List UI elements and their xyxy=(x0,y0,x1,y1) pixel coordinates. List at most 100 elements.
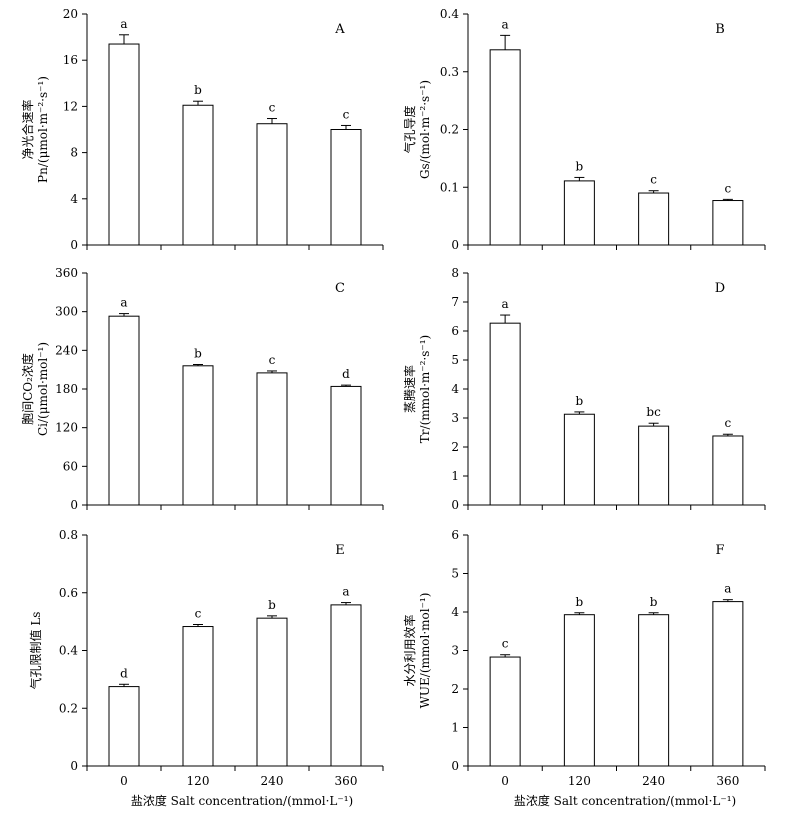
significance-letter: c xyxy=(269,101,276,115)
bar xyxy=(108,43,140,246)
significance-letter: a xyxy=(502,297,509,311)
x-axis-caption-left: 盐浓度 Salt concentration/(mmol·L⁻¹) xyxy=(131,793,353,808)
bar xyxy=(256,617,288,767)
significance-letter: a xyxy=(120,17,127,31)
significance-letter: b xyxy=(194,83,202,97)
x-tick-label: 120 xyxy=(187,774,210,788)
y-tick-label: 20 xyxy=(63,7,78,21)
significance-letter: a xyxy=(724,582,731,596)
x-axis-caption-right: 盐浓度 Salt concentration/(mmol·L⁻¹) xyxy=(514,793,736,808)
y-tick-label: 0 xyxy=(70,238,78,252)
x-tick-label: 0 xyxy=(120,774,128,788)
bar xyxy=(638,192,670,246)
significance-letter: c xyxy=(269,353,276,367)
significance-letter: b xyxy=(650,595,658,609)
y-tick-label: 6 xyxy=(451,528,459,542)
y-tick-label: 1 xyxy=(451,721,459,735)
y-tick-label: 4 xyxy=(70,192,78,206)
y-axis-label: Gs/(mol·m⁻²·s⁻¹) xyxy=(418,80,432,179)
bar xyxy=(108,686,140,767)
bar xyxy=(330,129,362,246)
y-tick-label: 240 xyxy=(55,343,78,357)
y-axis-label: Tr/(mmol·m⁻²·s⁻¹) xyxy=(418,335,432,443)
bar xyxy=(256,372,288,506)
panel-label: E xyxy=(335,543,345,558)
panel-a: 0 4 8 12 16 20 a b c c A 净光合速率 Pn/(μmol·m⁻²·s⁻¹) xyxy=(20,7,384,252)
y-tick-label: 0.4 xyxy=(440,7,459,21)
significance-letter: b xyxy=(576,394,584,408)
bar xyxy=(489,49,521,246)
bar xyxy=(182,365,214,506)
y-tick-label: 120 xyxy=(55,421,78,435)
panel-label: B xyxy=(715,22,725,37)
panel-label: C xyxy=(335,281,345,296)
y-tick-label: 12 xyxy=(63,99,78,113)
significance-letter: b xyxy=(194,347,202,361)
significance-letter: c xyxy=(725,181,732,195)
y-tick-label: 0 xyxy=(451,759,459,773)
bar xyxy=(182,104,214,246)
panel-e: 0 0.2 0.4 0.6 0.8 d 0 c 120 b 240 a 360 E 气孔限制值 Ls xyxy=(28,528,384,788)
y-tick-label: 0 xyxy=(70,498,78,512)
panel-b: 0 0.1 0.2 0.3 0.4 a b c c B 气孔导度 Gs/(mol·m⁻²·s⁻¹) xyxy=(402,7,766,252)
y-tick-label: 6 xyxy=(451,324,459,338)
bar xyxy=(256,123,288,246)
y-tick-label: 0 xyxy=(451,498,459,512)
significance-letter: bc xyxy=(646,405,661,419)
significance-letter: c xyxy=(502,637,509,651)
y-tick-label: 0.3 xyxy=(440,65,459,79)
y-tick-label: 0.2 xyxy=(59,701,78,715)
y-tick-label: 0.2 xyxy=(440,123,459,137)
significance-letter: c xyxy=(725,416,732,430)
y-tick-label: 3 xyxy=(451,411,459,425)
y-tick-label: 0 xyxy=(451,238,459,252)
significance-letter: d xyxy=(342,367,350,381)
panel-label: D xyxy=(715,281,725,296)
y-tick-label: 5 xyxy=(451,567,459,581)
y-tick-label: 2 xyxy=(451,440,459,454)
y-axis-label: Ci/(μmol·mol⁻¹) xyxy=(36,342,50,436)
significance-letter: c xyxy=(650,173,657,187)
y-tick-label: 5 xyxy=(451,353,459,367)
y-tick-label: 2 xyxy=(451,682,459,696)
y-tick-label: 0.8 xyxy=(59,528,78,542)
significance-letter: d xyxy=(120,666,128,680)
bar xyxy=(638,425,670,506)
y-axis-label: WUE/(mmol·mol⁻¹) xyxy=(418,593,432,709)
panel-c: 0 60 120 180 240 300 360 a b c d C 胞间CO₂浓度 Ci/(μmol·m… xyxy=(20,266,384,512)
bar xyxy=(330,385,362,506)
significance-letter: a xyxy=(502,17,509,31)
y-tick-label: 360 xyxy=(55,266,78,280)
bar xyxy=(563,614,595,767)
bar xyxy=(712,601,744,767)
significance-letter: b xyxy=(268,598,276,612)
bar xyxy=(712,435,744,506)
y-tick-label: 7 xyxy=(451,295,459,309)
bar xyxy=(563,180,595,246)
bar xyxy=(330,604,362,767)
y-tick-label: 3 xyxy=(451,644,459,658)
y-tick-label: 300 xyxy=(55,305,78,319)
y-axis-label: 水分利用效率 xyxy=(402,614,417,686)
x-tick-label: 240 xyxy=(261,774,284,788)
significance-letter: c xyxy=(343,107,350,121)
x-tick-label: 360 xyxy=(716,774,739,788)
bar xyxy=(563,413,595,506)
y-axis-label: 净光合速率 xyxy=(20,99,35,159)
y-axis-label: 气孔导度 xyxy=(402,105,417,153)
bar xyxy=(489,322,521,506)
panel-f: 0 1 2 3 4 5 6 c 0 b 120 b 240 a 360 F 水分利用效率 WUE/(mmol·mo… xyxy=(402,528,766,788)
y-tick-label: 8 xyxy=(451,266,459,280)
y-axis-label: 蒸腾速率 xyxy=(402,365,417,413)
y-tick-label: 0.1 xyxy=(440,180,459,194)
y-tick-label: 180 xyxy=(55,382,78,396)
y-tick-label: 16 xyxy=(63,53,78,67)
y-tick-label: 0.4 xyxy=(59,644,78,658)
x-tick-label: 120 xyxy=(568,774,591,788)
significance-letter: c xyxy=(195,607,202,621)
significance-letter: b xyxy=(576,159,584,173)
y-tick-label: 4 xyxy=(451,605,459,619)
y-tick-label: 0 xyxy=(70,759,78,773)
